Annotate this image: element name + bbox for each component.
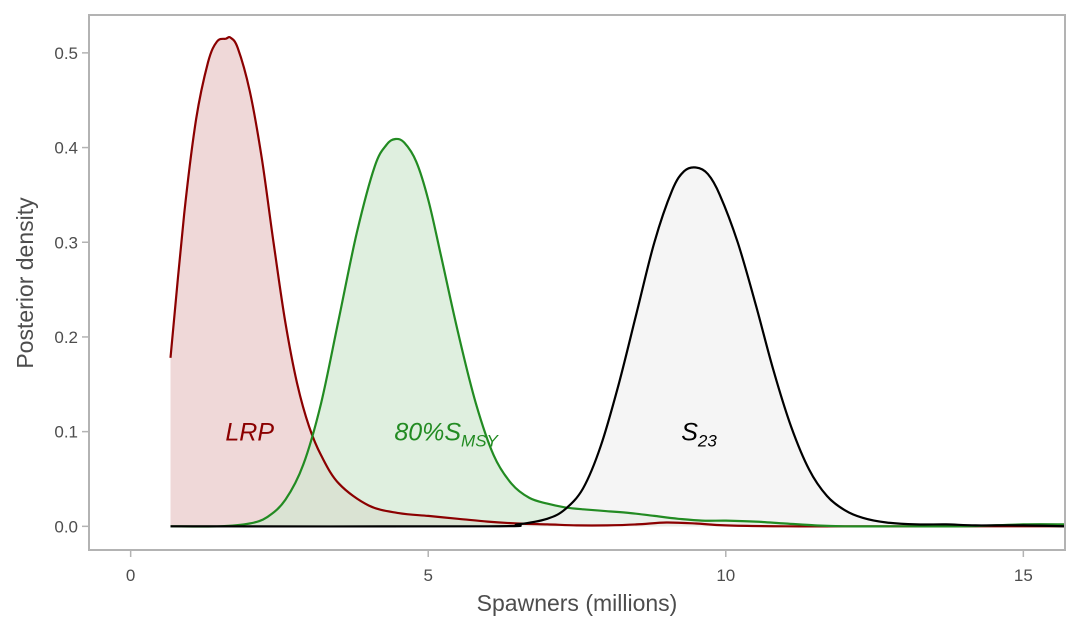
- y-tick-label: 0.1: [54, 423, 78, 442]
- density-line-2: [170, 166, 1066, 528]
- density-line-0: [169, 35, 1065, 528]
- x-tick-label: 15: [1014, 566, 1033, 585]
- y-axis-title: Posterior density: [12, 197, 38, 369]
- curve-label-1: 80%SMSY: [394, 419, 499, 451]
- density-area-1: [170, 138, 1065, 527]
- x-tick-label: 10: [716, 566, 735, 585]
- curve-labels: LRP 80%SMSY S23: [225, 419, 717, 451]
- density-fills: [170, 37, 1065, 527]
- curve-label-2: S23: [681, 419, 717, 451]
- y-tick-label: 0.5: [54, 44, 78, 63]
- density-area-2: [170, 167, 1065, 527]
- y-axis: 0.0 0.1 0.2 0.3 0.4 0.5: [54, 44, 88, 536]
- curve-label-main: LRP: [225, 419, 274, 447]
- curve-label-subscript: MSY: [461, 432, 500, 451]
- curve-label-main: S: [681, 419, 698, 447]
- x-tick-label: 5: [423, 566, 432, 585]
- x-axis-title: Spawners (millions): [477, 590, 678, 616]
- density-lines: [169, 35, 1066, 528]
- y-tick-label: 0.0: [54, 517, 78, 536]
- y-tick-label: 0.4: [54, 139, 78, 158]
- y-tick-label: 0.3: [54, 233, 78, 252]
- plot-panel-border: [88, 14, 1066, 551]
- y-tick-label: 0.2: [54, 328, 78, 347]
- curve-label-0: LRP: [225, 419, 274, 447]
- curve-label-main: 80%S: [394, 419, 461, 447]
- x-tick-label: 0: [126, 566, 135, 585]
- curve-label-subscript: 23: [697, 432, 717, 451]
- x-axis: 0 5 10 15: [126, 551, 1033, 585]
- density-line-1: [170, 137, 1066, 528]
- density-area-0: [170, 37, 1065, 527]
